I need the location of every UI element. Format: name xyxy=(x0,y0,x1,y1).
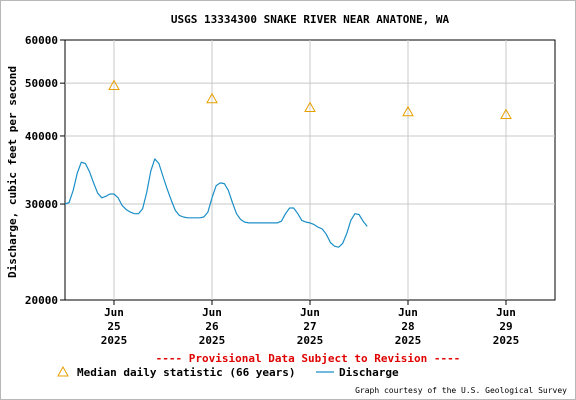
x-axis-ticks: Jun252025Jun262025Jun272025Jun282025Jun2… xyxy=(101,300,520,347)
legend-discharge-label: Discharge xyxy=(339,366,399,379)
x-tick-label: 26 xyxy=(205,320,219,333)
median-triangle-marker xyxy=(206,92,218,104)
median-triangle-marker xyxy=(402,105,414,117)
x-tick-label: Jun xyxy=(202,306,222,319)
y-tick-label: 50000 xyxy=(25,77,58,90)
median-triangle-marker xyxy=(500,108,512,119)
x-tick-label: 2025 xyxy=(493,334,520,347)
grid-lines xyxy=(65,40,555,300)
x-tick-label: 27 xyxy=(303,320,316,333)
x-tick-label: 2025 xyxy=(101,334,128,347)
median-triangle-marker xyxy=(304,101,316,113)
y-tick-label: 40000 xyxy=(25,130,58,143)
legend-triangle-icon xyxy=(57,365,69,377)
chart-title: USGS 13334300 SNAKE RIVER NEAR ANATONE, … xyxy=(171,13,450,26)
y-axis-ticks: 20000 30000 40000 50000 60000 xyxy=(25,34,65,307)
y-axis-label: Discharge, cubic feet per second xyxy=(6,66,19,278)
x-tick-label: 2025 xyxy=(297,334,324,347)
y-tick-label: 20000 xyxy=(25,294,58,307)
x-tick-label: 2025 xyxy=(199,334,226,347)
graph-credit: Graph courtesy of the U.S. Geological Su… xyxy=(355,386,567,395)
y-tick-label: 30000 xyxy=(25,198,58,211)
median-triangle-marker xyxy=(108,79,120,91)
provisional-note: ---- Provisional Data Subject to Revisio… xyxy=(156,352,461,365)
x-tick-label: 2025 xyxy=(395,334,422,347)
x-tick-label: Jun xyxy=(104,306,124,319)
series-layer xyxy=(64,79,512,248)
discharge-line xyxy=(64,158,368,248)
x-tick-label: Jun xyxy=(398,306,418,319)
y-tick-label: 60000 xyxy=(25,34,58,47)
legend-median-label: Median daily statistic (66 years) xyxy=(77,366,296,379)
x-tick-label: 25 xyxy=(107,320,120,333)
legend: Median daily statistic (66 years) Discha… xyxy=(57,365,399,379)
x-tick-label: 28 xyxy=(401,320,414,333)
x-tick-label: Jun xyxy=(496,306,516,319)
x-tick-label: Jun xyxy=(300,306,320,319)
x-tick-label: 29 xyxy=(499,320,512,333)
